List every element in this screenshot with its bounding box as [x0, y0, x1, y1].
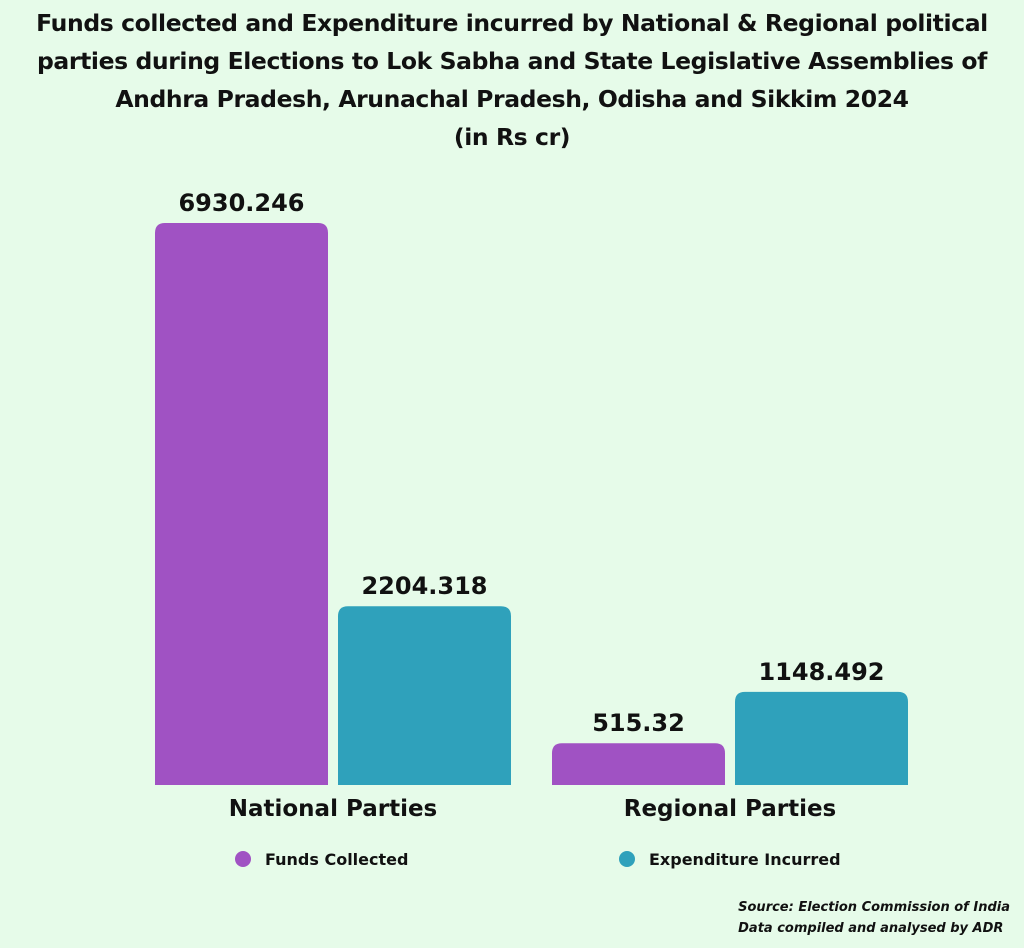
- source-line-1: Source: Election Commission of India: [738, 900, 1010, 915]
- chart-title-line-1: Funds collected and Expenditure incurred…: [36, 9, 988, 37]
- chart-title: Funds collected and Expenditure incurred…: [0, 4, 1024, 156]
- source-note: Source: Election Commission of India Dat…: [738, 897, 1010, 939]
- category-label-regional: Regional Parties: [624, 796, 837, 822]
- bar-funds-collected-regional: [552, 743, 725, 785]
- data-label-expenditure-incurred-regional: 1148.492: [758, 658, 884, 686]
- category-label-national: National Parties: [229, 796, 438, 822]
- data-label-funds-collected-national: 6930.246: [178, 189, 304, 217]
- legend-marker-funds-collected: [235, 851, 251, 867]
- chart-title-line-2: parties during Elections to Lok Sabha an…: [37, 47, 987, 75]
- data-label-expenditure-incurred-national: 2204.318: [361, 572, 487, 600]
- chart-title-line-4: (in Rs cr): [453, 123, 571, 151]
- legend-label-funds-collected: Funds Collected: [265, 850, 408, 869]
- chart-title-line-3: Andhra Pradesh, Arunachal Pradesh, Odish…: [115, 85, 909, 113]
- legend-label-expenditure-incurred: Expenditure Incurred: [649, 850, 841, 869]
- bar-funds-collected-national: [155, 223, 328, 785]
- bar-expenditure-incurred-regional: [735, 691, 908, 785]
- legend-marker-expenditure-incurred: [619, 851, 635, 867]
- data-label-funds-collected-regional: 515.32: [592, 709, 685, 737]
- source-line-2: Data compiled and analysed by ADR: [738, 921, 1004, 936]
- bar-expenditure-incurred-national: [338, 606, 511, 785]
